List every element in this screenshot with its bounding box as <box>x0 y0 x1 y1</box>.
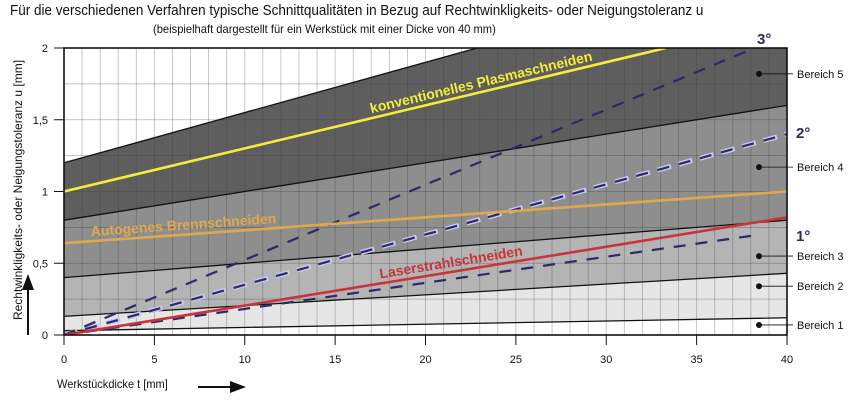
x-tick-label: 5 <box>151 354 157 366</box>
band-bereich-4 <box>64 48 787 221</box>
chart-subtitle: (beispielhaft dargestellt für ein Werkst… <box>153 22 496 36</box>
band-bereich-3 <box>64 105 787 278</box>
chart-title: Für die verschiedenen Verfahren typische… <box>10 3 704 19</box>
series-line <box>64 216 787 335</box>
band-bereich-1 <box>64 273 787 331</box>
range-label: Bereich 3 <box>797 251 843 263</box>
range-boundary <box>64 317 787 332</box>
range-boundary <box>64 272 787 317</box>
series-line <box>64 190 787 245</box>
angle-label: 3° <box>757 31 771 48</box>
range-label: Bereich 2 <box>797 281 843 293</box>
y-tick-label: 1,5 <box>33 115 48 127</box>
angle-line-3deg <box>64 48 755 335</box>
series-line <box>64 48 667 193</box>
y-tick-label: 2 <box>42 43 48 55</box>
x-tick-label: 35 <box>691 354 703 366</box>
x-tick-label: 20 <box>419 354 431 366</box>
y-tick-label: 0,5 <box>33 258 48 270</box>
plot-content <box>64 48 787 335</box>
range-label: Bereich 4 <box>797 162 843 174</box>
y-axis-arrow-icon <box>22 274 34 290</box>
range-boundary <box>64 219 787 279</box>
y-tick-label: 1 <box>42 187 48 199</box>
angle-line-1deg <box>64 233 761 335</box>
x-tick-label: 0 <box>61 354 67 366</box>
x-tick-label: 15 <box>329 354 341 366</box>
range-label: Bereich 1 <box>797 320 843 332</box>
x-tick-label: 25 <box>510 354 522 366</box>
y-axis-label: Rechtwinkligkeits- oder Neigungstoleranz… <box>11 59 25 321</box>
angle-line-2deg <box>64 133 787 335</box>
x-axis-arrow-icon <box>230 381 246 393</box>
angle-label: 1° <box>796 228 810 245</box>
range-boundary <box>64 48 480 164</box>
x-tick-label: 30 <box>600 354 612 366</box>
angle-label: 2° <box>796 125 810 142</box>
x-axis-label: Werkstückdicke t [mm] <box>57 377 168 391</box>
x-tick-label: 40 <box>781 354 793 366</box>
y-tick-label: 0 <box>42 330 48 342</box>
band-bereich-2 <box>64 220 787 317</box>
range-boundary <box>64 104 787 221</box>
x-tick-label: 10 <box>239 354 251 366</box>
range-label: Bereich 5 <box>797 69 843 81</box>
